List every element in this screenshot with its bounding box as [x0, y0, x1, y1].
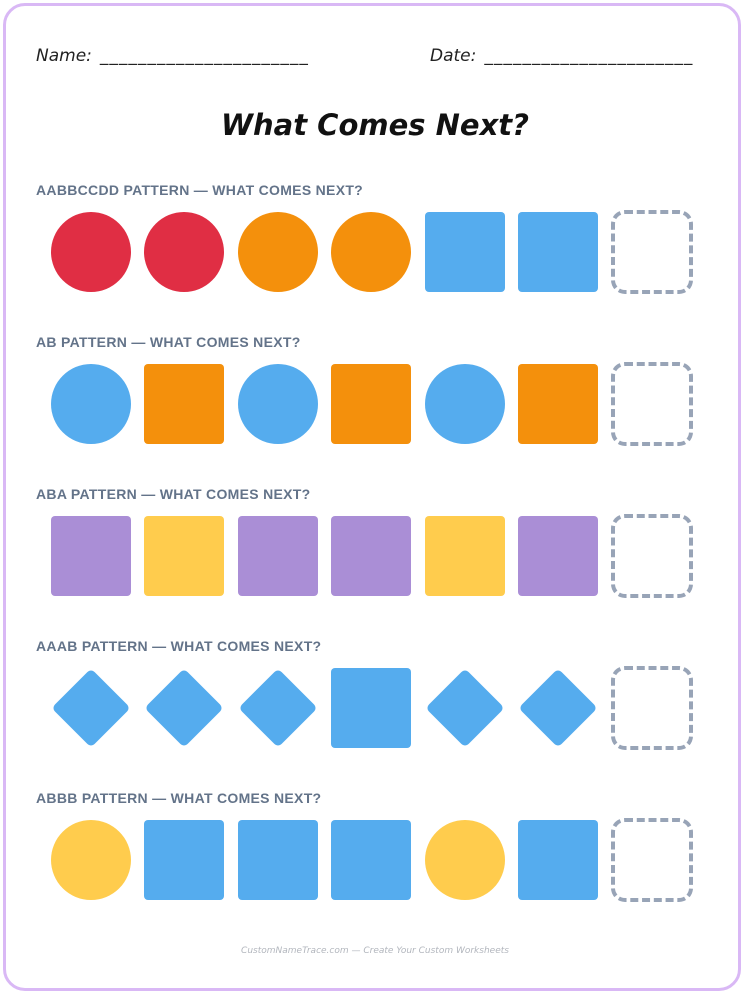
name-field[interactable]: Name: ______________________	[36, 46, 309, 66]
name-label: Name:	[36, 46, 92, 66]
square-shape	[425, 516, 505, 596]
circle-shape	[425, 364, 505, 444]
diamond-fill	[518, 668, 598, 748]
circle-shape	[51, 364, 131, 444]
square-shape	[331, 364, 411, 444]
square-shape	[331, 516, 411, 596]
square-shape	[144, 364, 224, 444]
diamond-shape	[51, 668, 131, 748]
square-shape	[518, 820, 598, 900]
diamond-shape	[144, 668, 224, 748]
circle-shape	[144, 212, 224, 292]
answer-blank-box[interactable]	[611, 818, 693, 902]
pattern-shapes	[0, 511, 750, 601]
diamond-shape	[425, 668, 505, 748]
diamond-shape	[518, 668, 598, 748]
pattern-shapes	[0, 359, 750, 449]
date-line[interactable]: ______________________	[484, 46, 694, 66]
page-border	[3, 3, 741, 991]
circle-shape	[425, 820, 505, 900]
circle-shape	[331, 212, 411, 292]
pattern-label: ABBB PATTERN — WHAT COMES NEXT?	[36, 790, 322, 806]
square-shape	[425, 212, 505, 292]
square-shape	[518, 516, 598, 596]
answer-blank-box[interactable]	[611, 514, 693, 598]
square-shape	[238, 516, 318, 596]
square-shape	[144, 820, 224, 900]
square-shape	[331, 668, 411, 748]
pattern-shapes	[0, 663, 750, 753]
circle-shape	[51, 212, 131, 292]
circle-shape	[238, 364, 318, 444]
page-title: What Comes Next?	[221, 108, 529, 142]
square-shape	[518, 212, 598, 292]
pattern-label: AB PATTERN — WHAT COMES NEXT?	[36, 334, 301, 350]
pattern-label: AAAB PATTERN — WHAT COMES NEXT?	[36, 638, 322, 654]
diamond-fill	[51, 668, 131, 748]
diamond-fill	[238, 668, 318, 748]
diamond-fill	[144, 668, 224, 748]
circle-shape	[238, 212, 318, 292]
diamond-fill	[425, 668, 505, 748]
pattern-label: ABA PATTERN — WHAT COMES NEXT?	[36, 486, 311, 502]
square-shape	[331, 820, 411, 900]
name-line[interactable]: ______________________	[99, 46, 309, 66]
answer-blank-box[interactable]	[611, 210, 693, 294]
footer-text: CustomNameTrace.com — Create Your Custom…	[241, 946, 509, 956]
square-shape	[238, 820, 318, 900]
square-shape	[518, 364, 598, 444]
pattern-shapes	[0, 207, 750, 297]
pattern-shapes	[0, 815, 750, 905]
date-label: Date:	[430, 46, 477, 66]
circle-shape	[51, 820, 131, 900]
answer-blank-box[interactable]	[611, 362, 693, 446]
diamond-shape	[238, 668, 318, 748]
pattern-label: AABBCCDD PATTERN — WHAT COMES NEXT?	[36, 182, 364, 198]
answer-blank-box[interactable]	[611, 666, 693, 750]
square-shape	[51, 516, 131, 596]
square-shape	[144, 516, 224, 596]
date-field[interactable]: Date: ______________________	[430, 46, 693, 66]
